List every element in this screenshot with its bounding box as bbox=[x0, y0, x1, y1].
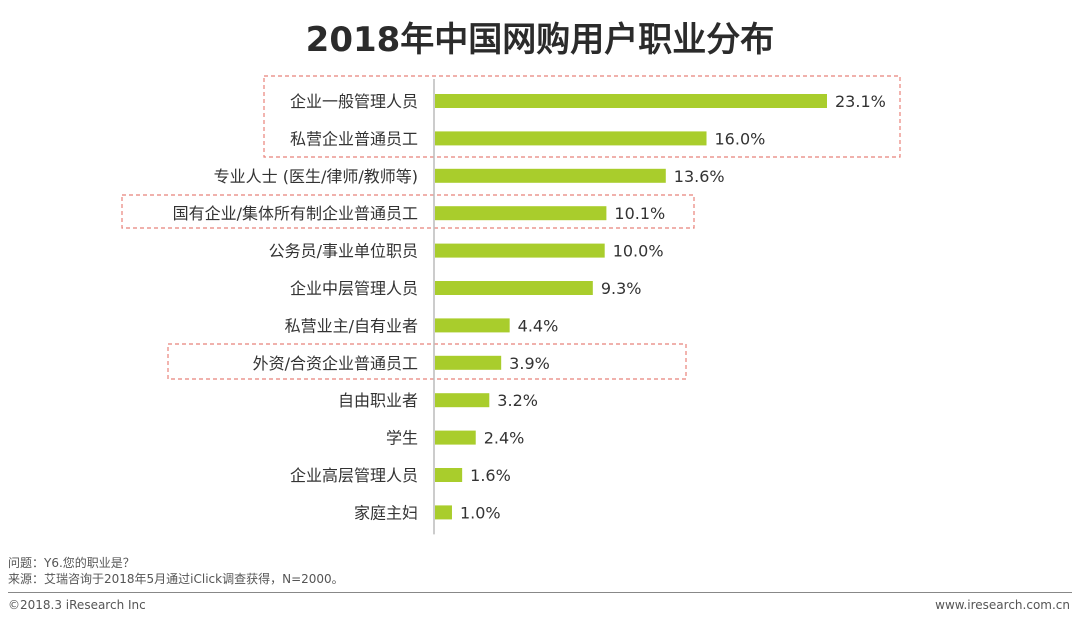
bar bbox=[435, 505, 452, 520]
category-label: 学生 bbox=[386, 429, 418, 448]
bar bbox=[435, 131, 707, 146]
value-label: 3.9% bbox=[509, 354, 550, 373]
bar bbox=[435, 430, 476, 445]
chart-notes: 问题：Y6.您的职业是？ 来源：艾瑞咨询于2018年5月通过iClick调查获得… bbox=[8, 555, 344, 587]
bar bbox=[435, 468, 463, 482]
category-label: 企业高层管理人员 bbox=[290, 466, 418, 485]
value-label: 1.0% bbox=[460, 503, 501, 522]
highlight-box-1 bbox=[263, 75, 901, 158]
category-label: 私营业主/自有业者 bbox=[285, 316, 418, 335]
category-label: 公务员/事业单位职员 bbox=[269, 242, 418, 261]
category-label: 企业中层管理人员 bbox=[290, 279, 418, 298]
footer-divider bbox=[8, 592, 1072, 593]
copyright: ©2018.3 iResearch Inc bbox=[8, 598, 146, 612]
website-url: www.iresearch.com.cn bbox=[935, 598, 1070, 612]
bar bbox=[435, 94, 827, 108]
bar bbox=[435, 243, 605, 258]
value-label: 23.1% bbox=[835, 92, 886, 111]
category-label: 专业人士 (医生/律师/教师等) bbox=[214, 167, 418, 186]
value-label: 4.4% bbox=[518, 316, 559, 335]
survey-question: 问题：Y6.您的职业是？ bbox=[8, 556, 135, 570]
highlight-box-2 bbox=[121, 194, 695, 229]
bar bbox=[435, 393, 490, 408]
chart-title: 2018年中国网购用户职业分布 bbox=[305, 20, 775, 60]
bar bbox=[435, 168, 666, 183]
bar-chart: 企业一般管理人员 23.1% 私营企业普通员工 16.0% 专业人士 (医生/律师/教师… bbox=[121, 75, 901, 535]
bar bbox=[435, 355, 502, 370]
category-label: 外资/合资企业普通员工 bbox=[253, 354, 418, 373]
data-source: 来源：艾瑞咨询于2018年5月通过iClick调查获得，N=2000。 bbox=[8, 572, 344, 586]
value-label: 13.6% bbox=[674, 167, 725, 186]
value-label: 9.3% bbox=[601, 279, 642, 298]
category-label: 自由职业者 bbox=[338, 391, 418, 410]
category-label: 私营企业普通员工 bbox=[290, 129, 418, 148]
bar bbox=[435, 281, 593, 295]
value-label: 10.1% bbox=[614, 204, 665, 223]
value-label: 10.0% bbox=[613, 242, 664, 261]
bar bbox=[435, 318, 510, 333]
bar bbox=[435, 206, 607, 221]
category-label: 家庭主妇 bbox=[354, 503, 418, 522]
value-label: 1.6% bbox=[470, 466, 511, 485]
highlight-box-3 bbox=[167, 343, 687, 380]
category-label: 企业一般管理人员 bbox=[290, 92, 418, 111]
value-label: 3.2% bbox=[497, 391, 538, 410]
category-label: 国有企业/集体所有制企业普通员工 bbox=[173, 204, 418, 223]
value-label: 16.0% bbox=[715, 129, 766, 148]
value-label: 2.4% bbox=[484, 429, 525, 448]
